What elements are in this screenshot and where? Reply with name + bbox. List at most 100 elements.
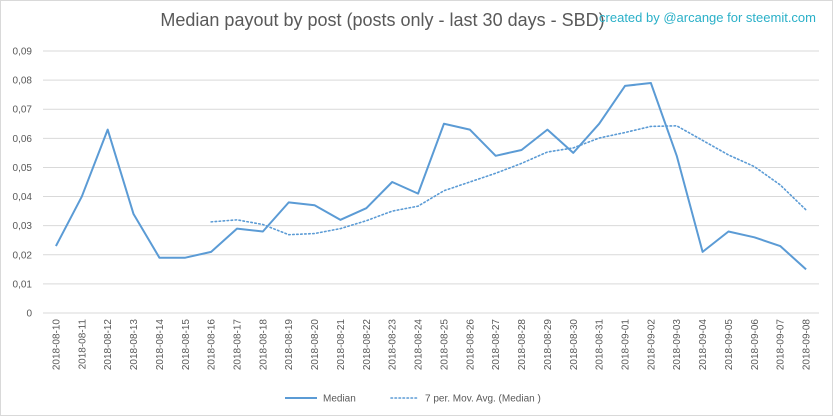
- x-tick-label: 2018-09-03: [672, 319, 683, 371]
- data-point: [364, 218, 369, 223]
- legend-label-median: Median: [323, 394, 356, 405]
- x-tick-label: 2018-08-11: [77, 319, 88, 370]
- x-tick-label: 2018-08-17: [233, 319, 244, 371]
- data-point: [235, 226, 240, 231]
- y-tick-label: 0,05: [13, 163, 33, 174]
- data-point: [312, 231, 317, 236]
- data-point: [700, 249, 705, 254]
- data-point: [623, 130, 628, 135]
- x-tick-label: 2018-08-23: [388, 319, 399, 371]
- legend: Median 7 per. Mov. Avg. (Median ): [285, 394, 541, 405]
- x-tick-label: 2018-08-28: [517, 319, 528, 371]
- credit-text: created by @arcange for steemit.com: [599, 10, 816, 25]
- data-point: [493, 153, 498, 158]
- data-point: [209, 249, 214, 254]
- data-point: [441, 188, 446, 193]
- series-line: [55, 82, 807, 271]
- data-point: [597, 121, 602, 126]
- x-tick-label: 2018-08-13: [129, 319, 140, 371]
- data-point: [519, 147, 524, 152]
- data-point: [131, 212, 136, 217]
- data-point: [53, 244, 58, 249]
- x-tick-label: 2018-08-20: [310, 319, 321, 371]
- data-point: [416, 191, 421, 196]
- x-tick-label: 2018-09-05: [724, 319, 735, 371]
- data-point: [700, 138, 705, 143]
- x-tick-label: 2018-08-21: [336, 319, 347, 371]
- data-point: [804, 207, 809, 212]
- data-point: [648, 124, 653, 129]
- data-point: [286, 232, 291, 237]
- x-tick-label: 2018-08-12: [103, 319, 114, 371]
- data-point: [752, 164, 757, 169]
- data-point: [545, 150, 550, 155]
- x-tick-label: 2018-08-18: [258, 319, 269, 371]
- data-point: [674, 153, 679, 158]
- x-tick-label: 2018-09-01: [621, 319, 632, 371]
- data-point: [519, 161, 524, 166]
- x-tick-label: 2018-09-07: [776, 319, 787, 371]
- x-tick-label: 2018-08-31: [595, 319, 606, 371]
- data-point: [235, 217, 240, 222]
- data-point: [338, 217, 343, 222]
- x-tick-label: 2018-08-22: [362, 319, 373, 371]
- y-tick-label: 0,06: [13, 134, 33, 145]
- x-tick-label: 2018-08-26: [465, 319, 476, 371]
- data-point: [286, 200, 291, 205]
- series-moving-average: [209, 123, 809, 237]
- x-tick-label: 2018-08-10: [51, 319, 62, 371]
- x-tick-label: 2018-08-29: [543, 319, 554, 371]
- data-point: [571, 150, 576, 155]
- data-point: [364, 206, 369, 211]
- x-tick-label: 2018-08-30: [569, 319, 580, 371]
- y-tick-label: 0,04: [13, 192, 33, 203]
- data-point: [778, 244, 783, 249]
- y-tick-label: 0: [26, 309, 32, 320]
- x-tick-label: 2018-08-24: [414, 319, 425, 371]
- data-point: [312, 203, 317, 208]
- data-point: [726, 152, 731, 157]
- data-point: [493, 171, 498, 176]
- y-tick-label: 0,08: [13, 76, 33, 87]
- y-tick-label: 0,07: [13, 105, 33, 116]
- data-point: [545, 127, 550, 132]
- chart-title: Median payout by post (posts only - last…: [160, 10, 605, 30]
- x-tick-label: 2018-09-06: [750, 319, 761, 371]
- data-point: [674, 123, 679, 128]
- data-point: [416, 204, 421, 209]
- legend-label-moving-average: 7 per. Mov. Avg. (Median ): [425, 394, 541, 405]
- data-point: [183, 255, 188, 260]
- data-point: [157, 255, 162, 260]
- x-tick-label: 2018-08-25: [439, 319, 450, 371]
- data-point: [105, 127, 110, 132]
- data-point: [338, 226, 343, 231]
- series-line: [210, 125, 807, 236]
- x-tick-label: 2018-08-19: [284, 319, 295, 371]
- data-point: [260, 222, 265, 227]
- x-tick-label: 2018-09-04: [698, 319, 709, 371]
- data-point: [390, 180, 395, 185]
- data-point: [804, 267, 809, 272]
- x-tick-label: 2018-09-08: [802, 319, 813, 371]
- data-point: [467, 180, 472, 185]
- data-point: [623, 83, 628, 88]
- x-tick-label: 2018-08-14: [155, 319, 166, 371]
- y-tick-label: 0,09: [13, 47, 33, 58]
- data-point: [79, 194, 84, 199]
- x-tick-label: 2018-09-02: [646, 319, 657, 371]
- y-tick-label: 0,01: [13, 279, 33, 290]
- data-point: [441, 121, 446, 126]
- series-median: [53, 81, 809, 272]
- y-tick-label: 0,02: [13, 250, 33, 261]
- data-point: [209, 219, 214, 224]
- x-tick-label: 2018-08-27: [491, 319, 502, 371]
- data-point: [571, 145, 576, 150]
- x-tick-label: 2018-08-16: [207, 319, 218, 371]
- x-tick-label: 2018-08-15: [181, 319, 192, 371]
- y-tick-label: 0,03: [13, 221, 33, 232]
- data-point: [648, 81, 653, 86]
- data-point: [726, 229, 731, 234]
- data-point: [260, 229, 265, 234]
